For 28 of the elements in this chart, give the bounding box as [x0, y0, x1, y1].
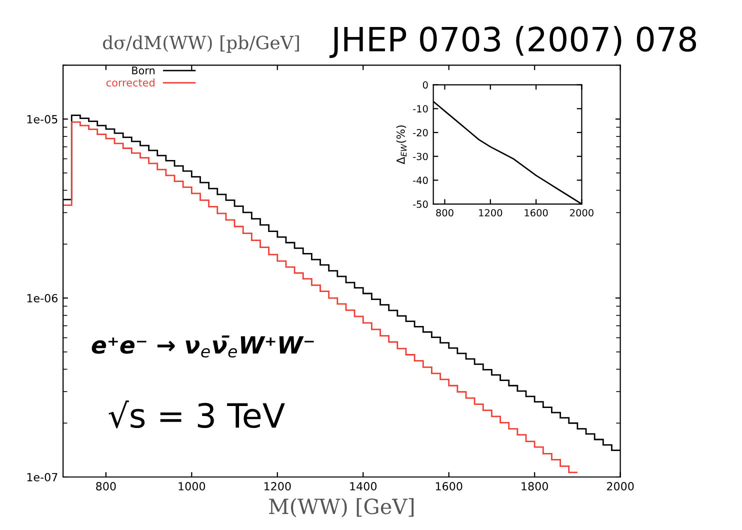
y-tick-label: -50 [413, 200, 428, 208]
y-tick-label: -20 [413, 128, 428, 136]
x-tick-label: 1600 [436, 482, 462, 490]
y-tick-label: 1e-06 [27, 294, 58, 302]
x-tick-label: 1200 [479, 209, 502, 216]
x-tick-label: 800 [96, 482, 116, 490]
x-tick-label: 1000 [178, 482, 206, 490]
y-tick-label: 0 [422, 81, 428, 89]
y-tick-label: 1e-05 [27, 115, 58, 124]
x-tick-label: 800 [436, 209, 454, 216]
y-tick-label: -40 [413, 176, 428, 184]
y-axis-title: dσ/dM(WW) [pb/GeV] [102, 35, 299, 53]
y-tick-label: 1e-07 [27, 472, 58, 482]
x-tick-label: 2000 [606, 482, 634, 490]
y-axis-title: Δ$_{EW}$(%) [396, 125, 407, 164]
chart-title: JHEP 0703 (2007) 078 [329, 26, 696, 58]
legend-label: corrected [106, 78, 154, 87]
x-tick-label: 2000 [570, 209, 594, 216]
x-tick-label: 1800 [522, 482, 548, 490]
x-tick-label: 1600 [524, 209, 548, 216]
x-tick-label: 1400 [350, 482, 377, 490]
annotation: e⁺e⁻ → ν$_{e}$ν̄$_{e}$W⁺W⁻ [92, 336, 314, 358]
annotation: √s = 3 TeV [108, 400, 285, 428]
x-axis-title: M(WW) [GeV] [269, 498, 414, 518]
y-tick-label: -30 [413, 152, 428, 160]
y-tick-label: -10 [413, 105, 428, 112]
x-tick-label: 1200 [264, 482, 291, 490]
legend-label: Born [132, 66, 154, 74]
